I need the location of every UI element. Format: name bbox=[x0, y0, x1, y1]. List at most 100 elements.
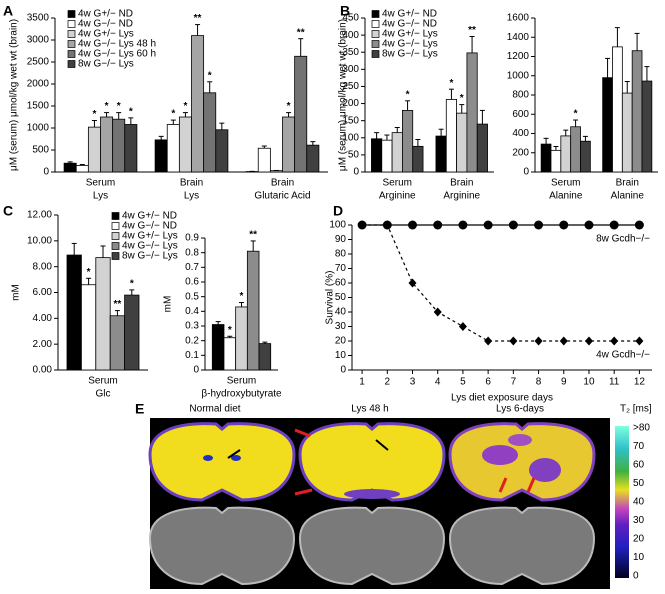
error-bar bbox=[573, 120, 578, 127]
bar bbox=[81, 285, 95, 370]
x-tick-label: Brain bbox=[616, 178, 639, 189]
x-tick-label: 11 bbox=[609, 377, 620, 388]
y-tick-label: 4.00 bbox=[33, 313, 53, 324]
lesion bbox=[344, 489, 400, 499]
bar bbox=[216, 130, 228, 172]
error-bar bbox=[298, 39, 303, 57]
bar bbox=[64, 163, 76, 172]
error-bar bbox=[310, 142, 315, 146]
error-bar bbox=[104, 113, 109, 117]
bar bbox=[76, 165, 88, 172]
bar bbox=[224, 338, 236, 370]
x-tick-label: Serum bbox=[86, 178, 115, 189]
bar bbox=[446, 99, 456, 172]
legend-swatch bbox=[112, 243, 119, 250]
bar bbox=[642, 81, 652, 172]
y-tick-label: 200 bbox=[512, 147, 529, 158]
y-tick-label: 30 bbox=[335, 321, 347, 332]
error-bar bbox=[183, 113, 188, 117]
bar bbox=[541, 144, 551, 172]
x-tick-label: Glutaric Acid bbox=[254, 191, 310, 202]
y-tick-label: 0.1 bbox=[185, 350, 199, 361]
y-tick-label: 1500 bbox=[27, 101, 50, 112]
colorbar-label: 0 bbox=[633, 571, 639, 582]
y-tick-label: 0.2 bbox=[185, 335, 199, 346]
bar bbox=[632, 51, 642, 172]
colorbar-title: T₂ [ms] bbox=[620, 404, 652, 415]
significance: * bbox=[183, 101, 187, 112]
y-tick-label: 0.8 bbox=[185, 247, 199, 258]
legend-swatch bbox=[68, 21, 75, 28]
y-tick-label: 40 bbox=[335, 307, 347, 318]
colorbar-label: 30 bbox=[633, 515, 645, 526]
y-tick-label: 12.00 bbox=[27, 210, 52, 221]
t2-map bbox=[150, 424, 294, 500]
significance: * bbox=[117, 101, 121, 112]
marker bbox=[484, 221, 493, 230]
error-bar bbox=[415, 139, 420, 146]
bar bbox=[204, 93, 216, 172]
legend-swatch bbox=[372, 51, 379, 58]
y-tick-label: 600 bbox=[512, 109, 529, 120]
y-axis-label: mM bbox=[163, 296, 174, 313]
x-tick-label: Brain bbox=[271, 178, 294, 189]
y-tick-label: 0.00 bbox=[33, 365, 53, 376]
bar bbox=[477, 124, 487, 172]
x-tick-label: 7 bbox=[511, 377, 517, 388]
marker bbox=[534, 221, 543, 230]
x-tick-label: 10 bbox=[583, 377, 595, 388]
panel-letter: E bbox=[135, 401, 144, 417]
y-tick-label: 0.9 bbox=[185, 233, 199, 244]
bar bbox=[113, 119, 125, 172]
significance: * bbox=[105, 101, 109, 112]
x-tick-label: Lys bbox=[93, 191, 108, 202]
bar bbox=[212, 325, 224, 370]
y-tick-label: 0.6 bbox=[185, 277, 199, 288]
y-tick-label: 0 bbox=[523, 167, 529, 178]
error-bar bbox=[101, 246, 106, 258]
error-bar bbox=[605, 58, 610, 77]
significance: ** bbox=[249, 230, 257, 241]
y-tick-label: 8.00 bbox=[33, 261, 53, 272]
series-label: 8w Gcdh−/− bbox=[596, 234, 650, 245]
y-tick-label: 10 bbox=[335, 350, 347, 361]
error-bar bbox=[115, 311, 120, 316]
anatomical-images bbox=[150, 508, 594, 584]
marker bbox=[610, 221, 619, 230]
x-tick-label: Serum bbox=[383, 178, 412, 189]
bar bbox=[436, 136, 446, 172]
y-axis-label: mM bbox=[11, 284, 22, 301]
bar bbox=[413, 146, 423, 172]
x-tick-label: 6 bbox=[485, 377, 491, 388]
bar bbox=[192, 36, 204, 172]
significance: ** bbox=[114, 299, 122, 310]
significance: * bbox=[129, 107, 133, 118]
y-tick-label: 1000 bbox=[507, 70, 530, 81]
colorbar-label: 20 bbox=[633, 534, 645, 545]
x-tick-label: 8 bbox=[536, 377, 542, 388]
x-tick-label: Brain bbox=[180, 178, 203, 189]
y-tick-label: 50 bbox=[335, 292, 347, 303]
series-label: 4w Gcdh−/− bbox=[596, 350, 650, 361]
error-bar bbox=[395, 128, 400, 133]
marker bbox=[484, 337, 492, 346]
marker bbox=[458, 221, 467, 230]
y-tick-label: 800 bbox=[512, 90, 529, 101]
bar bbox=[110, 316, 124, 370]
t2-maps bbox=[150, 424, 594, 500]
y-tick-label: 20 bbox=[335, 336, 347, 347]
legend-label: 8w G−/− Lys bbox=[122, 251, 178, 262]
bar bbox=[561, 136, 571, 172]
error-bar bbox=[195, 25, 200, 36]
x-axis-label: Lys diet exposure days bbox=[451, 393, 553, 404]
y-tick-label: 6.00 bbox=[33, 287, 53, 298]
legend-swatch bbox=[372, 31, 379, 38]
mri-image bbox=[300, 508, 444, 584]
lesion bbox=[482, 445, 518, 465]
error-bar bbox=[72, 243, 77, 255]
x-tick-label: β-hydroxybutyrate bbox=[201, 389, 282, 400]
error-bar bbox=[219, 123, 224, 130]
error-bar bbox=[583, 136, 588, 141]
x-tick-label: Serum bbox=[551, 178, 580, 189]
bar bbox=[603, 78, 613, 172]
